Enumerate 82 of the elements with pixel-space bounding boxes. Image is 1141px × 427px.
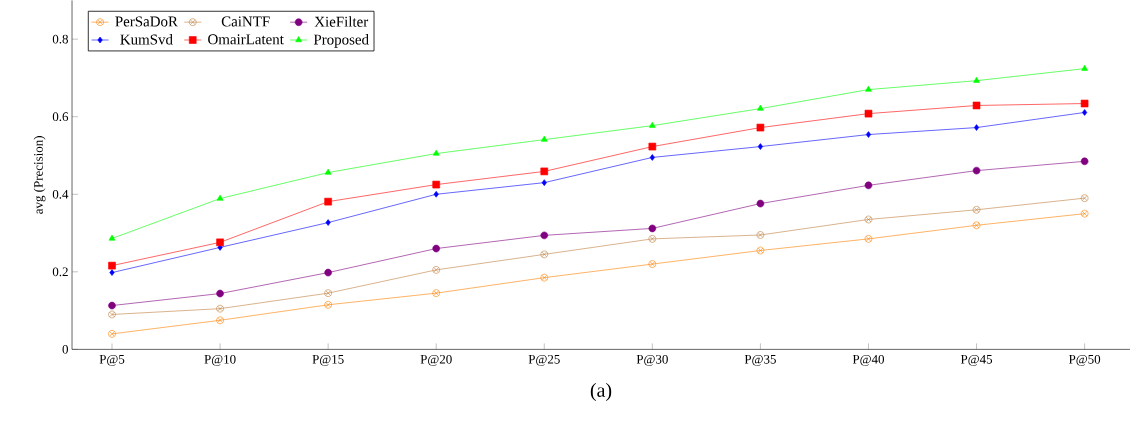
point (756, 246, 765, 255)
point (972, 205, 981, 214)
point (109, 269, 115, 276)
y-tick-label: 0.4 (52, 189, 69, 199)
point (324, 168, 332, 175)
point (756, 231, 765, 239)
point (974, 124, 980, 131)
point (1081, 64, 1088, 71)
point (864, 215, 873, 224)
point (1080, 157, 1089, 165)
point (1080, 194, 1089, 202)
point (1082, 108, 1088, 116)
point (324, 289, 332, 297)
x-tick-label: P@20 (420, 354, 452, 366)
point (1080, 99, 1089, 108)
legend-label: KumSvd (120, 33, 173, 45)
point (865, 85, 872, 92)
point (541, 179, 547, 186)
x-tick-label: P@45 (960, 354, 993, 366)
point (432, 265, 440, 274)
point (648, 260, 657, 268)
y-axis-title: avg (Precision) (33, 135, 46, 214)
legend-label: CaiNTF (221, 16, 270, 27)
x-tick-label: P@15 (312, 354, 344, 366)
point (216, 304, 224, 313)
point (108, 301, 116, 310)
point (324, 300, 332, 309)
point (216, 238, 224, 246)
x-tick-label: P@10 (204, 354, 236, 366)
point (864, 234, 873, 243)
x-tick-label: P@30 (636, 354, 668, 366)
point (108, 261, 116, 270)
legend-label: Proposed (313, 33, 369, 48)
point (432, 244, 440, 253)
point (864, 109, 873, 118)
point (540, 273, 549, 282)
point (432, 149, 440, 156)
point (324, 268, 332, 277)
point (757, 104, 764, 111)
x-tick-label: P@40 (852, 354, 885, 366)
point (216, 194, 224, 201)
point (108, 234, 116, 241)
point (108, 329, 116, 338)
y-tick-label: 0.8 (52, 34, 69, 44)
point (648, 234, 657, 243)
point (540, 167, 549, 175)
point (648, 224, 657, 232)
point (108, 310, 116, 319)
point (325, 219, 331, 226)
x-tick-label: P@50 (1068, 354, 1101, 366)
point (757, 143, 763, 150)
point (433, 190, 439, 198)
point (865, 131, 872, 138)
y-tick-label: 0.6 (52, 112, 69, 121)
point (649, 153, 655, 161)
legend-label: XieFilter (314, 16, 369, 27)
point (972, 166, 981, 175)
point (216, 289, 224, 298)
point (216, 316, 224, 324)
point (864, 181, 873, 189)
legend-label: OmairLatent (208, 34, 284, 45)
point (324, 197, 332, 206)
point (432, 289, 440, 297)
x-tick-label: P@25 (528, 354, 560, 366)
x-tick-label: P@5 (99, 354, 125, 366)
point (649, 121, 656, 128)
point (540, 135, 548, 142)
text: (a) (590, 382, 612, 401)
point (1080, 209, 1089, 218)
y-tick-label: 0 (62, 344, 69, 354)
legend-label: PerSaDoR (115, 16, 178, 27)
point (540, 231, 549, 239)
point (973, 76, 980, 83)
point (648, 142, 657, 151)
point (756, 199, 765, 208)
point (540, 250, 549, 258)
point (432, 180, 440, 189)
point (972, 221, 981, 229)
x-tick-label: P@35 (744, 354, 776, 366)
y-tick-label: 0.2 (52, 267, 68, 277)
point (756, 123, 765, 132)
point (972, 101, 981, 110)
